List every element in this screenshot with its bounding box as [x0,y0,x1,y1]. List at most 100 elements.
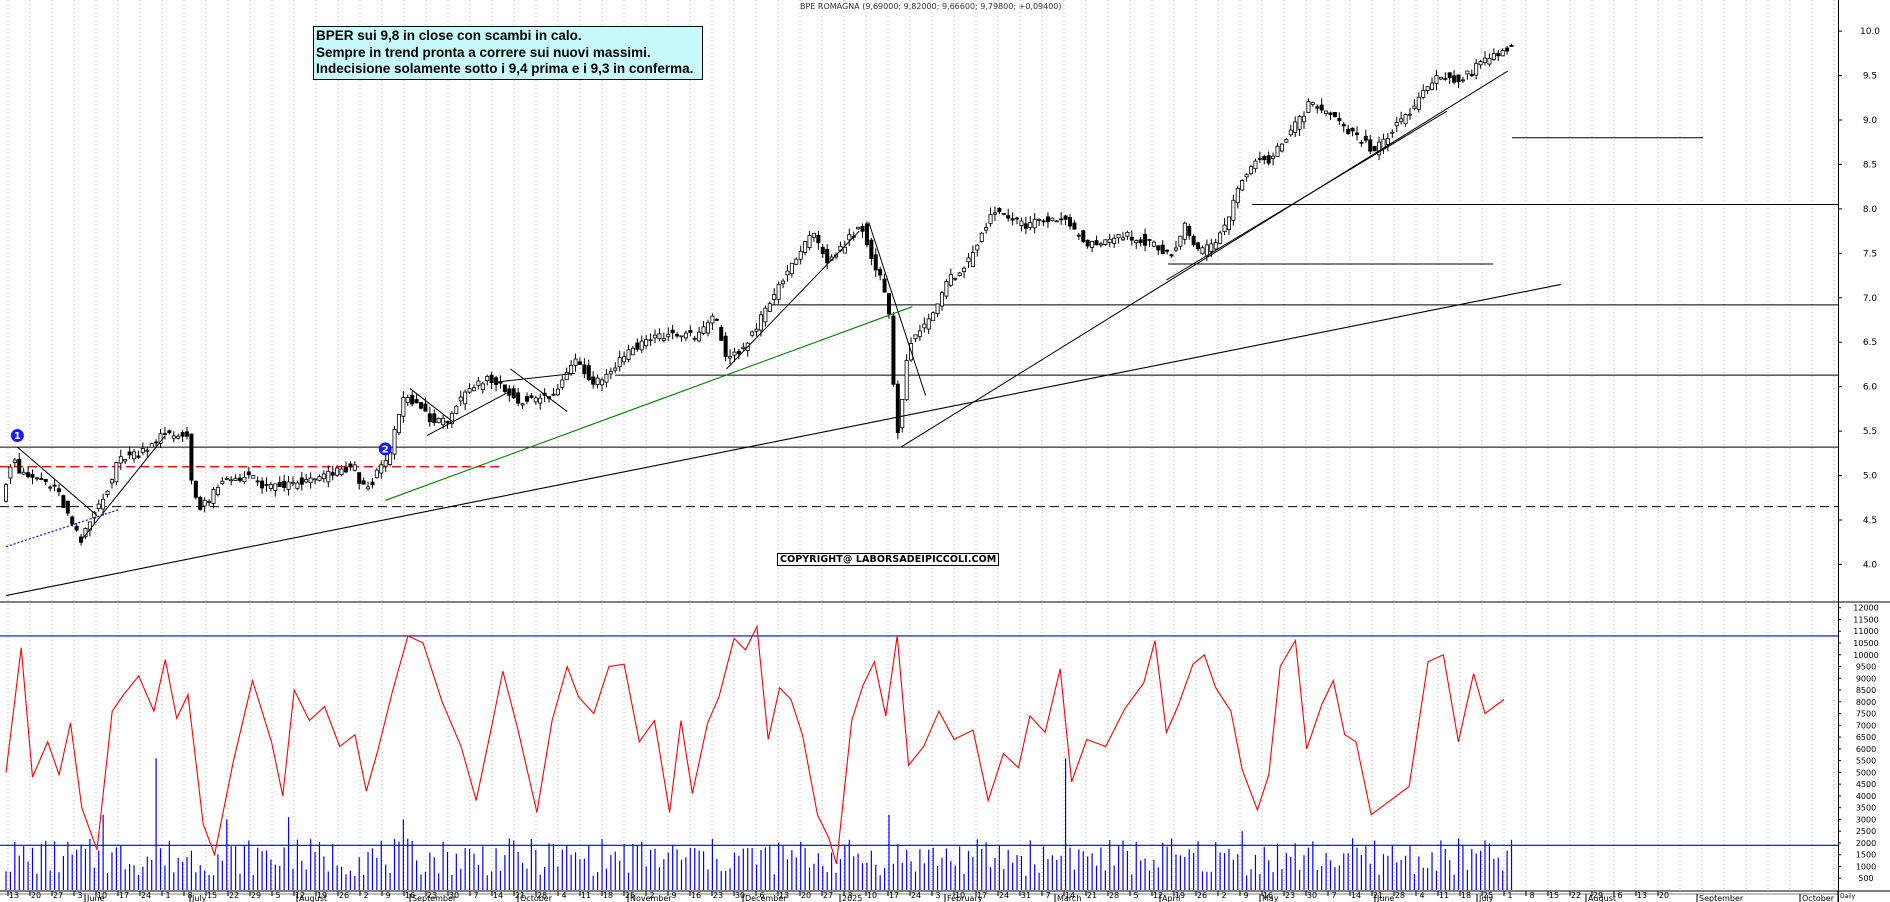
candle-body [1403,114,1408,125]
x-day-label: 29 [1593,891,1603,900]
candle-body [873,254,878,271]
x-day-label: 20 [31,891,41,900]
x-day-label: 4 [1419,891,1424,900]
candle-body [803,241,808,253]
candle-body [295,482,300,489]
candle-body [485,375,490,381]
candle-body [118,456,123,464]
candle-body [1297,116,1302,130]
candle-body [1509,45,1514,47]
x-day-label: 10 [867,891,877,900]
candle-body [856,226,861,230]
candle-body [366,486,371,490]
trendline [495,372,575,383]
x-day-label: 6 [759,891,764,900]
candle-body [96,503,101,510]
candle-body [154,441,159,444]
x-day-label: 24 [999,891,1009,900]
x-day-label: 11 [581,891,591,900]
osc-ytick-label: 9500 [1856,663,1876,672]
x-month-label: March [1057,894,1081,902]
candle-body [785,270,790,276]
candle-body [679,335,684,338]
x-day-label: 19 [1175,891,1185,900]
osc-ytick-label: 7500 [1856,710,1876,719]
candle-body [825,249,830,264]
candle-body [12,459,17,463]
x-day-label: 13 [779,891,789,900]
candle-body [26,472,31,478]
candle-body [34,477,39,480]
x-day-label: 9 [385,891,390,900]
price-ytick-label: 8.5 [1863,160,1877,170]
x-month-label: May [1262,894,1279,902]
x-day-label: 21 [1087,891,1097,900]
osc-ytick-label: 8500 [1856,686,1876,695]
candle-body [251,475,256,479]
candle-body [1098,243,1103,246]
x-day-label: 3 [77,891,82,900]
candle-body [1271,155,1276,159]
candle-body [1138,239,1143,244]
x-month-label: December [745,894,787,902]
candle-body [635,342,640,350]
candle-body [321,473,326,479]
candle-body [1037,218,1042,221]
candle-body [4,484,9,502]
candle-body [714,319,719,321]
candle-body [917,330,922,337]
candle-body [255,480,260,483]
candle-body [869,239,874,259]
x-day-label: 24 [911,891,921,900]
price-ytick-label: 4.5 [1863,516,1877,526]
trendline [868,222,927,396]
candle-body [1447,72,1452,79]
candle-body [61,495,66,508]
x-day-label: 13 [1637,891,1647,900]
candle-body [463,391,468,405]
candle-body [1010,218,1015,221]
candle-body [984,227,989,231]
candle-body [577,361,582,365]
candle-body [1231,199,1236,221]
candle-body [1063,215,1068,220]
candle-body [1173,247,1178,251]
candle-body [1310,102,1315,105]
candle-body [939,292,944,307]
x-day-label: 30 [449,891,459,900]
trendline [409,388,454,423]
candle-body [273,483,278,491]
candle-body [476,380,481,386]
candle-body [1068,217,1073,227]
candle-body [1288,129,1293,136]
candle-body [1094,240,1099,246]
x-day-label: 27 [53,891,63,900]
candle-body [948,274,953,286]
x-day-label: 21 [515,891,525,900]
x-day-label: 28 [1395,891,1405,900]
x-day-label: 14 [1065,891,1075,900]
candle-body [114,462,119,483]
candle-body [688,330,693,334]
candle-body [1487,57,1492,65]
candle-body [1372,146,1377,152]
candle-body [1187,226,1192,236]
x-month-label: September [1699,894,1744,902]
x-day-label: 30 [735,891,745,900]
candle-body [1178,235,1183,247]
candle-body [1156,245,1161,251]
candle-body [1377,141,1382,156]
x-month-label: August [299,894,327,902]
candle-body [1354,132,1359,136]
x-axis-frequency-label: Daily [1840,893,1856,900]
candle-body [591,376,596,385]
candle-body [767,303,772,312]
candle-body [1332,111,1337,117]
analysis-note-line-2: Sempre in trend pronta a correre sui nuo… [316,44,651,60]
candle-body [224,478,229,480]
candle-body [1213,242,1218,250]
candle-body [264,483,269,486]
candle-body [754,328,759,332]
x-day-label: 1 [165,891,170,900]
x-month-label: July [191,894,207,902]
